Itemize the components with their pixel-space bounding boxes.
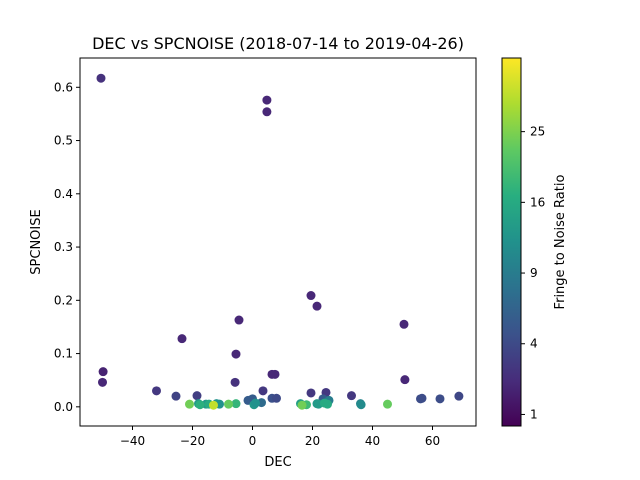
- data-point: [231, 399, 241, 409]
- data-point: [258, 386, 268, 396]
- y-tick-label: 0.4: [54, 187, 73, 201]
- chart-title: DEC vs SPCNOISE (2018-07-14 to 2019-04-2…: [92, 34, 464, 53]
- x-tick-label: 40: [365, 434, 380, 448]
- x-tick-label: 20: [305, 434, 320, 448]
- data-point: [251, 398, 260, 408]
- data-point: [96, 73, 106, 83]
- data-point: [347, 391, 356, 401]
- data-point: [320, 398, 329, 408]
- data-point: [306, 388, 316, 398]
- y-tick-label: 0.5: [54, 134, 73, 148]
- data-point: [185, 399, 194, 409]
- colorbar-ticks: 1 4 9 16 25: [521, 125, 545, 421]
- data-point: [435, 394, 445, 404]
- data-point: [356, 400, 366, 410]
- colorbar-tick-label: 4: [530, 337, 538, 351]
- data-point: [262, 95, 272, 105]
- data-point: [400, 375, 410, 385]
- data-point: [306, 291, 316, 301]
- x-tick-label: −20: [180, 434, 205, 448]
- data-point: [171, 391, 181, 401]
- x-tick-label: −40: [120, 434, 145, 448]
- y-axis-label: SPCNOISE: [29, 209, 44, 274]
- plot-frame: [79, 57, 477, 427]
- colorbar-tick-label: 1: [530, 407, 538, 421]
- x-axis-label: DEC: [264, 455, 291, 470]
- data-point: [399, 319, 409, 329]
- x-axis: −40 −20 0 20 40 60: [120, 426, 440, 448]
- y-tick-label: 0.6: [54, 80, 73, 94]
- colorbar-tick-label: 16: [530, 195, 545, 209]
- x-tick-label: 0: [249, 434, 257, 448]
- y-axis: 0.0 0.1 0.2 0.3 0.4 0.5 0.6: [54, 80, 80, 414]
- data-point: [230, 377, 240, 387]
- data-point: [98, 367, 108, 377]
- data-point: [262, 107, 272, 117]
- data-point: [209, 400, 218, 410]
- points-layer: [96, 73, 464, 410]
- y-tick-label: 0.2: [54, 293, 73, 307]
- data-point: [312, 301, 322, 311]
- colorbar-tick-label: 25: [530, 125, 545, 139]
- colorbar: [501, 57, 522, 427]
- colorbar-label: Fringe to Noise Ratio: [553, 175, 568, 310]
- data-point: [234, 315, 244, 325]
- data-point: [177, 334, 187, 344]
- y-tick-label: 0.3: [54, 240, 73, 254]
- x-tick-label: 60: [425, 434, 440, 448]
- colorbar-tick-label: 9: [530, 266, 538, 280]
- data-point: [231, 349, 241, 359]
- y-tick-label: 0.0: [54, 400, 73, 414]
- data-point: [383, 399, 392, 409]
- data-point: [224, 399, 233, 409]
- data-point: [192, 391, 202, 401]
- data-point: [152, 386, 161, 396]
- data-point: [454, 391, 464, 401]
- data-point: [417, 393, 427, 403]
- data-point: [270, 369, 280, 379]
- data-point: [195, 400, 205, 410]
- data-point: [272, 393, 281, 403]
- y-tick-label: 0.1: [54, 347, 73, 361]
- data-point: [297, 400, 307, 410]
- data-point: [98, 377, 107, 387]
